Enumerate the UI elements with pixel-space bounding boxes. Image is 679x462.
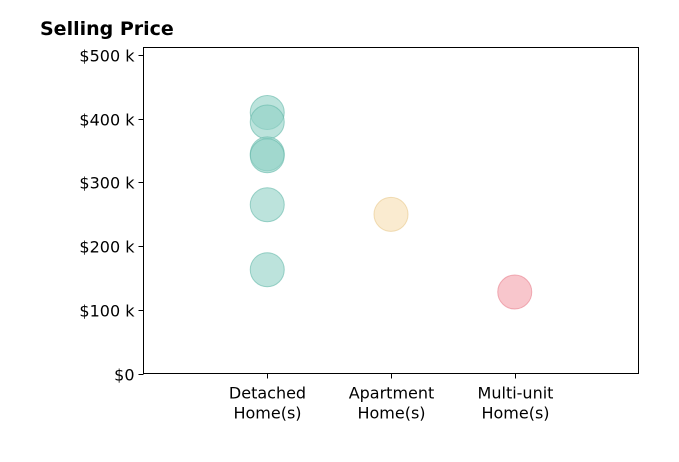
y-axis: $0 $100 k $200 k $300 k $400 k $500 k: [79, 47, 144, 385]
x-tick-label: Apartment Home(s): [349, 384, 435, 423]
data-point: [249, 138, 285, 174]
y-tick-label: $400 k: [79, 111, 135, 130]
x-tick-label: Multi-unit Home(s): [478, 384, 554, 423]
y-tick-label: $100 k: [79, 302, 135, 321]
y-tick-label: $500 k: [79, 47, 135, 66]
y-tick-label: $300 k: [79, 174, 135, 193]
data-point: [249, 252, 285, 288]
data-point: [249, 187, 285, 223]
x-axis: Detached Home(s) Apartment Home(s) Multi-uni…: [229, 373, 554, 423]
x-tick-label: Detached Home(s): [229, 384, 306, 423]
data-point: [373, 196, 409, 232]
data-points: [249, 94, 533, 310]
chart-title: Selling Price: [40, 18, 174, 40]
y-tick-label: $200 k: [79, 238, 135, 257]
data-point: [497, 274, 533, 310]
y-tick-label: $0: [114, 366, 134, 385]
data-point: [249, 104, 285, 140]
